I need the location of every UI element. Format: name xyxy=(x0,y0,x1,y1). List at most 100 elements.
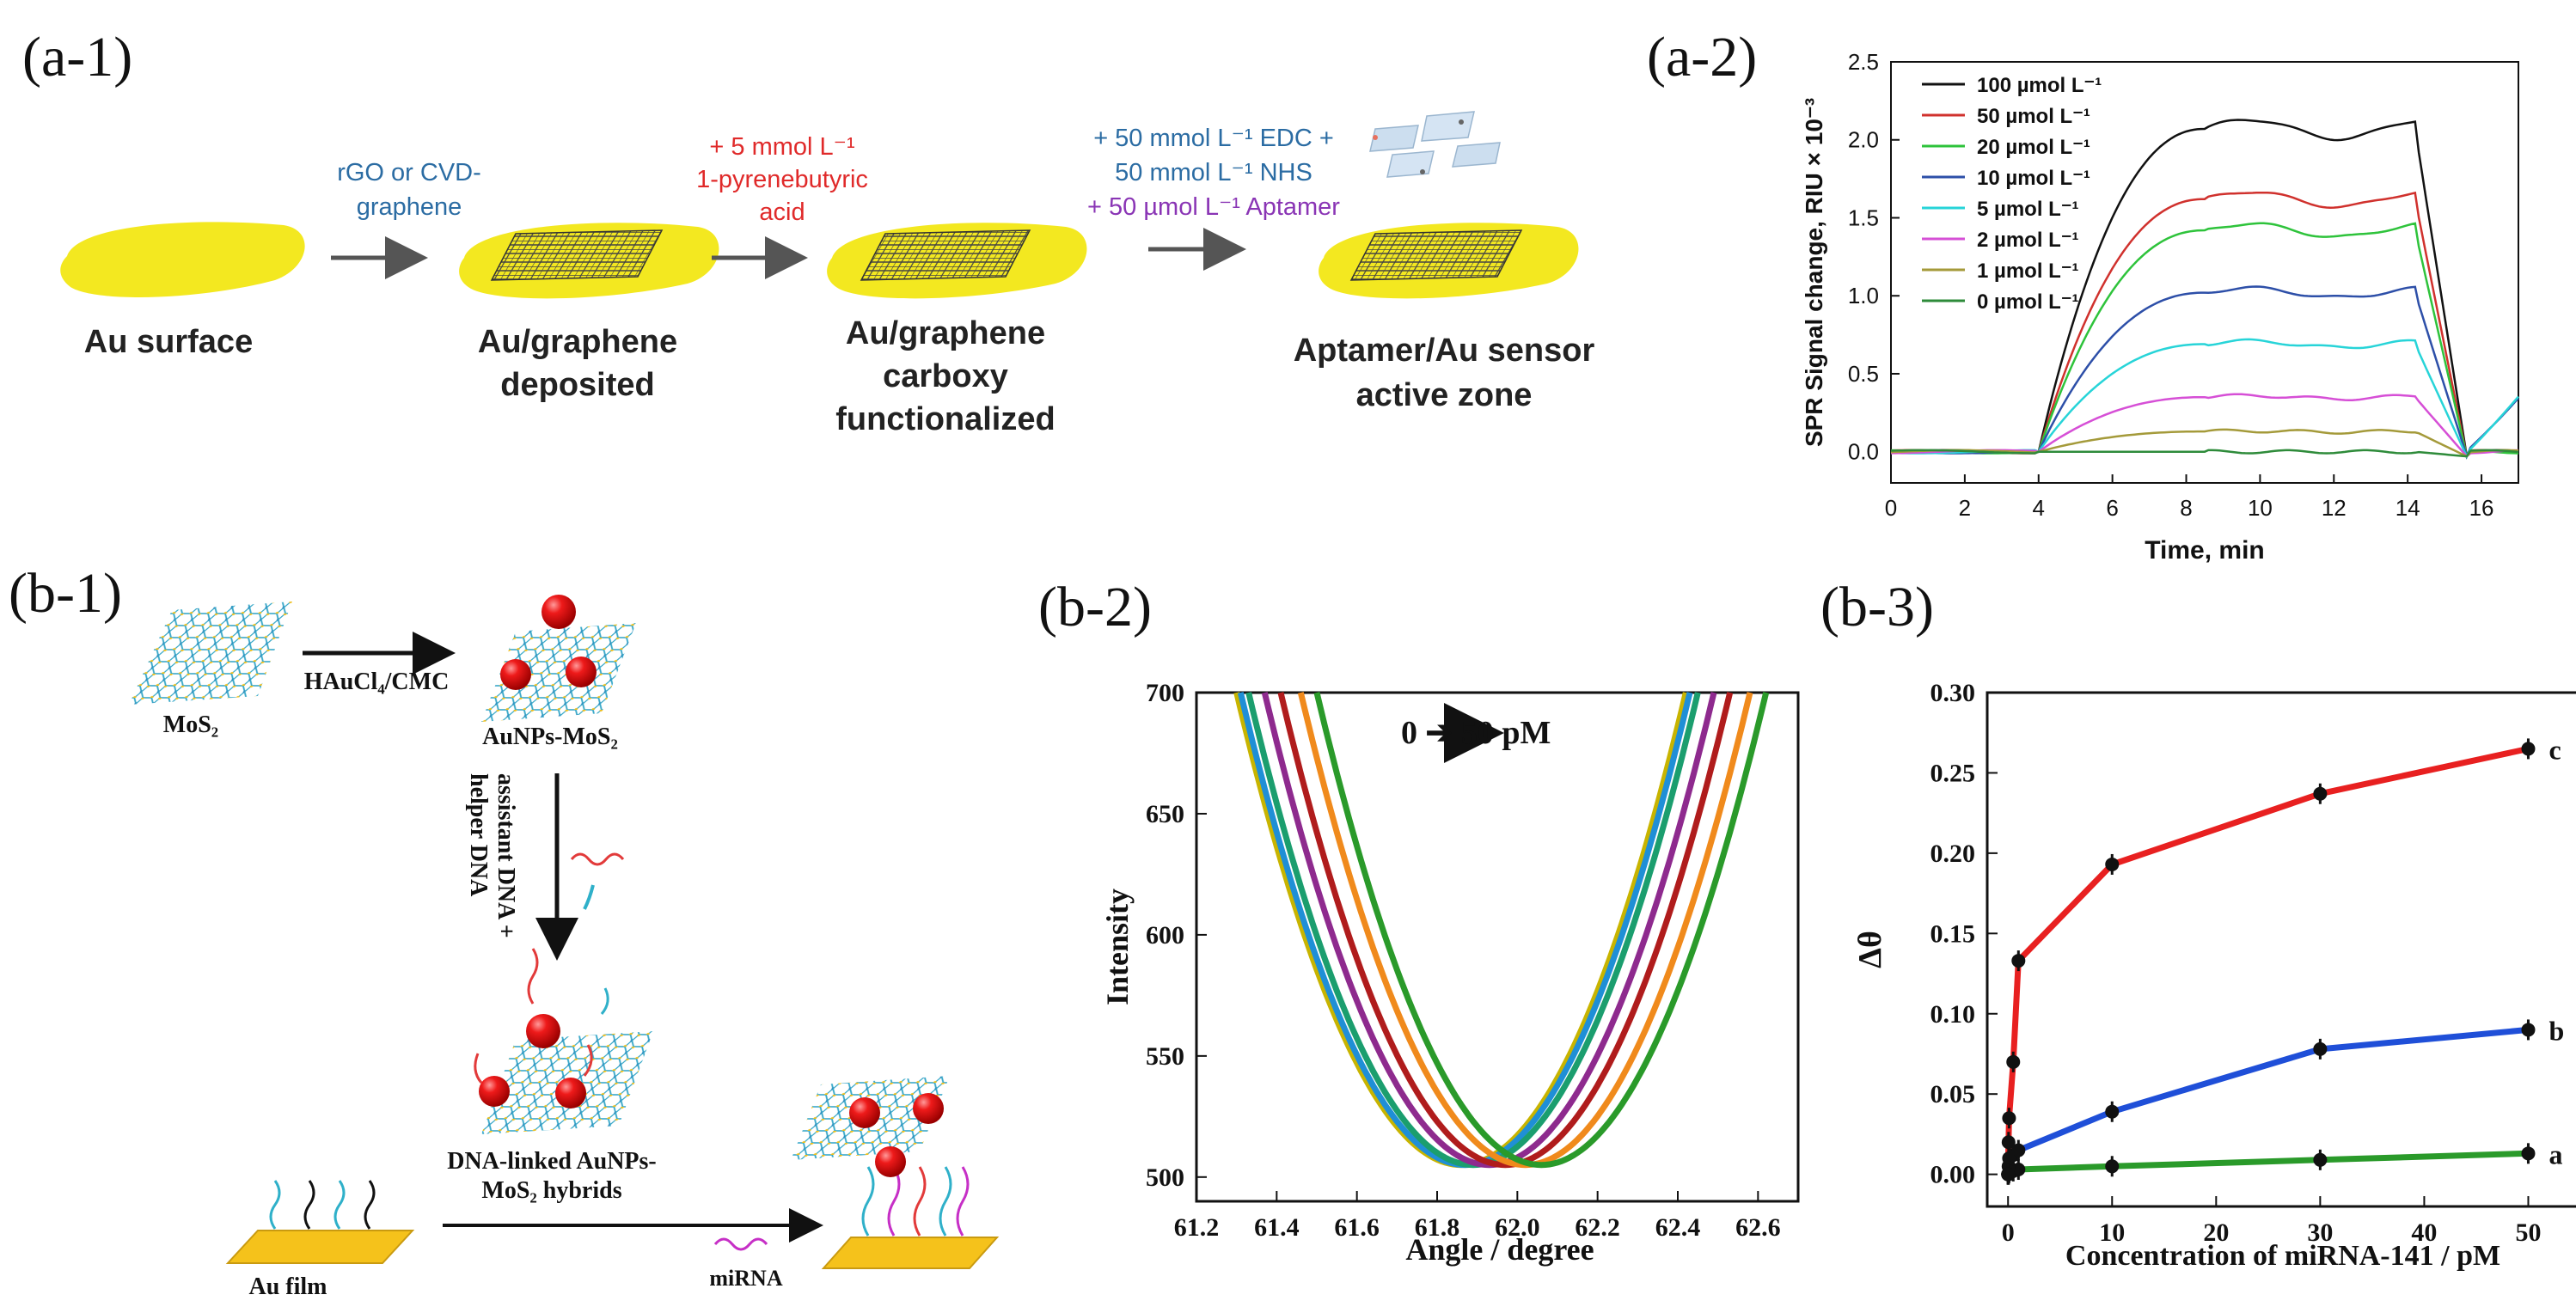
chart-b3-point xyxy=(2105,1104,2120,1119)
chart-b3-point xyxy=(2105,857,2120,871)
chart-b2-xtick-label: 61.8 xyxy=(1415,1213,1460,1242)
chart-b3-series-label: c xyxy=(2548,734,2561,765)
chart-a2-ylabel: SPR Signal change, RIU × 10⁻³ xyxy=(1801,98,1827,447)
chart-a2-xtick-label: 16 xyxy=(2469,495,2494,521)
chart-b2-ytick-label: 700 xyxy=(1146,679,1184,707)
graphene-sheet-2 xyxy=(860,229,1031,281)
dna-strand xyxy=(600,987,609,1015)
aunps-mos2-sheet xyxy=(481,623,636,722)
chart-b3-point xyxy=(2521,742,2536,756)
dna-strand xyxy=(474,1053,483,1084)
chart-b2: 61.2 61.4 61.6 61.8 62.0 62.2 62.4 62.6 500 550 60… xyxy=(1100,679,1800,1267)
a1-arrow3-text-line2: 50 mmol L⁻¹ NHS xyxy=(1115,159,1312,186)
chart-a2-legend-label: 10 µmol L⁻¹ xyxy=(1977,167,2090,190)
panel-label-a2: (a-2) xyxy=(1647,26,1757,89)
chart-a2-series-line xyxy=(1890,449,2519,458)
chart-b2-ytick-label: 550 xyxy=(1146,1042,1184,1071)
hybridized-strand xyxy=(861,1166,875,1237)
capture-probe xyxy=(303,1180,315,1230)
chart-b3-ytick-label: 0.00 xyxy=(1930,1161,1976,1189)
chart-a2-xtick-label: 2 xyxy=(1959,495,1971,521)
a1-arrow2-text-line2: 1-pyrenebutyric xyxy=(696,166,868,193)
chart-a2-xtick-label: 8 xyxy=(2180,495,2192,521)
a1-arrow1-text-line1: rGO or CVD- xyxy=(337,159,481,186)
a1-arrow1-text-line2: graphene xyxy=(357,193,462,221)
chart-b3-point xyxy=(2521,1146,2536,1161)
hybridized-strand xyxy=(887,1166,901,1237)
chart-a2-legend-label: 0 µmol L⁻¹ xyxy=(1977,290,2079,314)
chart-a2-xlabel: Time, min xyxy=(2145,536,2264,565)
au-film-final xyxy=(821,1237,1000,1269)
chart-b3-point xyxy=(2313,1152,2328,1167)
a1-arrow2-text-line3: acid xyxy=(759,198,805,226)
a1-step2-line1: Au/graphene xyxy=(478,324,677,360)
chart-b3-point xyxy=(2313,1041,2328,1056)
chart-a2-xtick-label: 14 xyxy=(2395,495,2420,521)
chart-b3-series-label: a xyxy=(2548,1139,2562,1169)
chart-b2-ytick-label: 500 xyxy=(1146,1163,1184,1192)
chart-b3-fit-line xyxy=(2005,1150,2529,1178)
chart-b3-point xyxy=(2006,1054,2021,1069)
chart-b2-xtick-label: 61.6 xyxy=(1334,1213,1380,1242)
assistant-dna-strand xyxy=(570,852,625,866)
chart-a2-ytick-label: 2.5 xyxy=(1848,49,1879,75)
gold-nanoparticle xyxy=(849,1097,880,1128)
a1-arrow3-text-line1: + 50 mmol L⁻¹ EDC + xyxy=(1093,125,1334,152)
chart-b3-ytick-label: 0.15 xyxy=(1930,919,1976,948)
chart-b3-point xyxy=(2001,1135,2016,1150)
b1-target-label: miRNA xyxy=(709,1266,782,1291)
b1-aunps-label: AuNPs-MoS₂ xyxy=(482,724,618,750)
chart-a2: 0 2 4 6 8 10 12 14 16 0.0 0.5 1.0 1.5 2.0 2.5 100 µmol… xyxy=(1801,49,2519,565)
chart-b2-xlabel: Angle / degree xyxy=(1405,1232,1594,1267)
chart-a2-legend-label: 2 µmol L⁻¹ xyxy=(1977,229,2079,252)
chart-b3-xtick-label: 0 xyxy=(2002,1218,2015,1247)
chart-b3-ytick-label: 0.30 xyxy=(1930,679,1976,707)
b1-mos2-label: MoS₂ xyxy=(163,711,218,738)
chart-b2-ytick-label: 600 xyxy=(1146,921,1184,950)
chart-b3-xtick-label: 50 xyxy=(2515,1218,2541,1247)
chart-b3-point xyxy=(2001,1167,2016,1182)
chart-a2-frame xyxy=(1890,61,2519,484)
chart-b2-annotation: 0 ➔ 50 pM xyxy=(1401,715,1551,751)
chart-b3-point xyxy=(2011,954,2026,968)
gold-nanoparticle xyxy=(913,1093,944,1124)
a1-step1-label: Au surface xyxy=(84,324,253,360)
a1-step3-line1: Au/graphene xyxy=(846,315,1045,351)
chart-a2-ytick-label: 1.0 xyxy=(1848,283,1879,308)
chart-b3-fit-line xyxy=(2004,1026,2529,1175)
graphene-sheet-3 xyxy=(1349,229,1523,281)
b1-hybrid-line1: DNA-linked AuNPs- xyxy=(447,1148,656,1175)
chart-a2-legend-label: 5 µmol L⁻¹ xyxy=(1977,198,2079,221)
chart-b3-ytick-label: 0.25 xyxy=(1930,759,1976,787)
chart-b3-ytick-label: 0.10 xyxy=(1930,1000,1976,1029)
chart-b3-ylabel: Δθ xyxy=(1852,931,1888,968)
chart-b3-fit-line xyxy=(2004,745,2530,1175)
chart-b3-xtick-label: 40 xyxy=(2411,1218,2437,1247)
chart-b2-xtick-label: 62.4 xyxy=(1655,1213,1701,1242)
a1-schematic: Au surface rGO or CVD- graphene Au/graph… xyxy=(60,111,1594,437)
hybridized-strand xyxy=(939,1166,952,1237)
chart-a2-series-line xyxy=(1891,393,2519,458)
chart-a2-series-line xyxy=(1891,222,2519,460)
a1-arrow3-text-line3: + 50 µmol L⁻¹ Aptamer xyxy=(1087,193,1340,221)
panel-label-a1: (a-1) xyxy=(22,26,132,89)
dna-strand xyxy=(583,1044,593,1077)
chart-a2-xtick-label: 10 xyxy=(2248,495,2273,521)
chart-b2-xtick-label: 61.4 xyxy=(1254,1213,1300,1242)
chart-b3-xtick-label: 10 xyxy=(2099,1218,2125,1247)
chart-b3: 0 10 20 30 40 500.000.050.100.150.200.250.30 … xyxy=(1852,679,2576,1272)
b1-reagent-label: HAuCl₄/CMC xyxy=(304,669,450,695)
gold-nanoparticle xyxy=(526,1014,560,1048)
a1-step4-line2: active zone xyxy=(1356,377,1533,413)
chart-b2-xtick-label: 61.2 xyxy=(1174,1213,1220,1242)
chart-b3-ytick-label: 0.20 xyxy=(1930,840,1976,868)
gold-nanoparticle xyxy=(500,659,531,690)
capture-probe xyxy=(364,1180,376,1230)
chart-b2-curve xyxy=(1313,692,1770,1169)
b1-vertical-line2: helper DNA xyxy=(465,773,492,897)
graphene-sheet-1 xyxy=(490,229,664,281)
chart-b3-xtick-label: 20 xyxy=(2203,1218,2229,1247)
chart-a2-xtick-label: 0 xyxy=(1885,495,1897,521)
a1-arrow2-text-line1: + 5 mmol L⁻¹ xyxy=(709,133,855,161)
chart-b3-point xyxy=(2313,786,2328,801)
